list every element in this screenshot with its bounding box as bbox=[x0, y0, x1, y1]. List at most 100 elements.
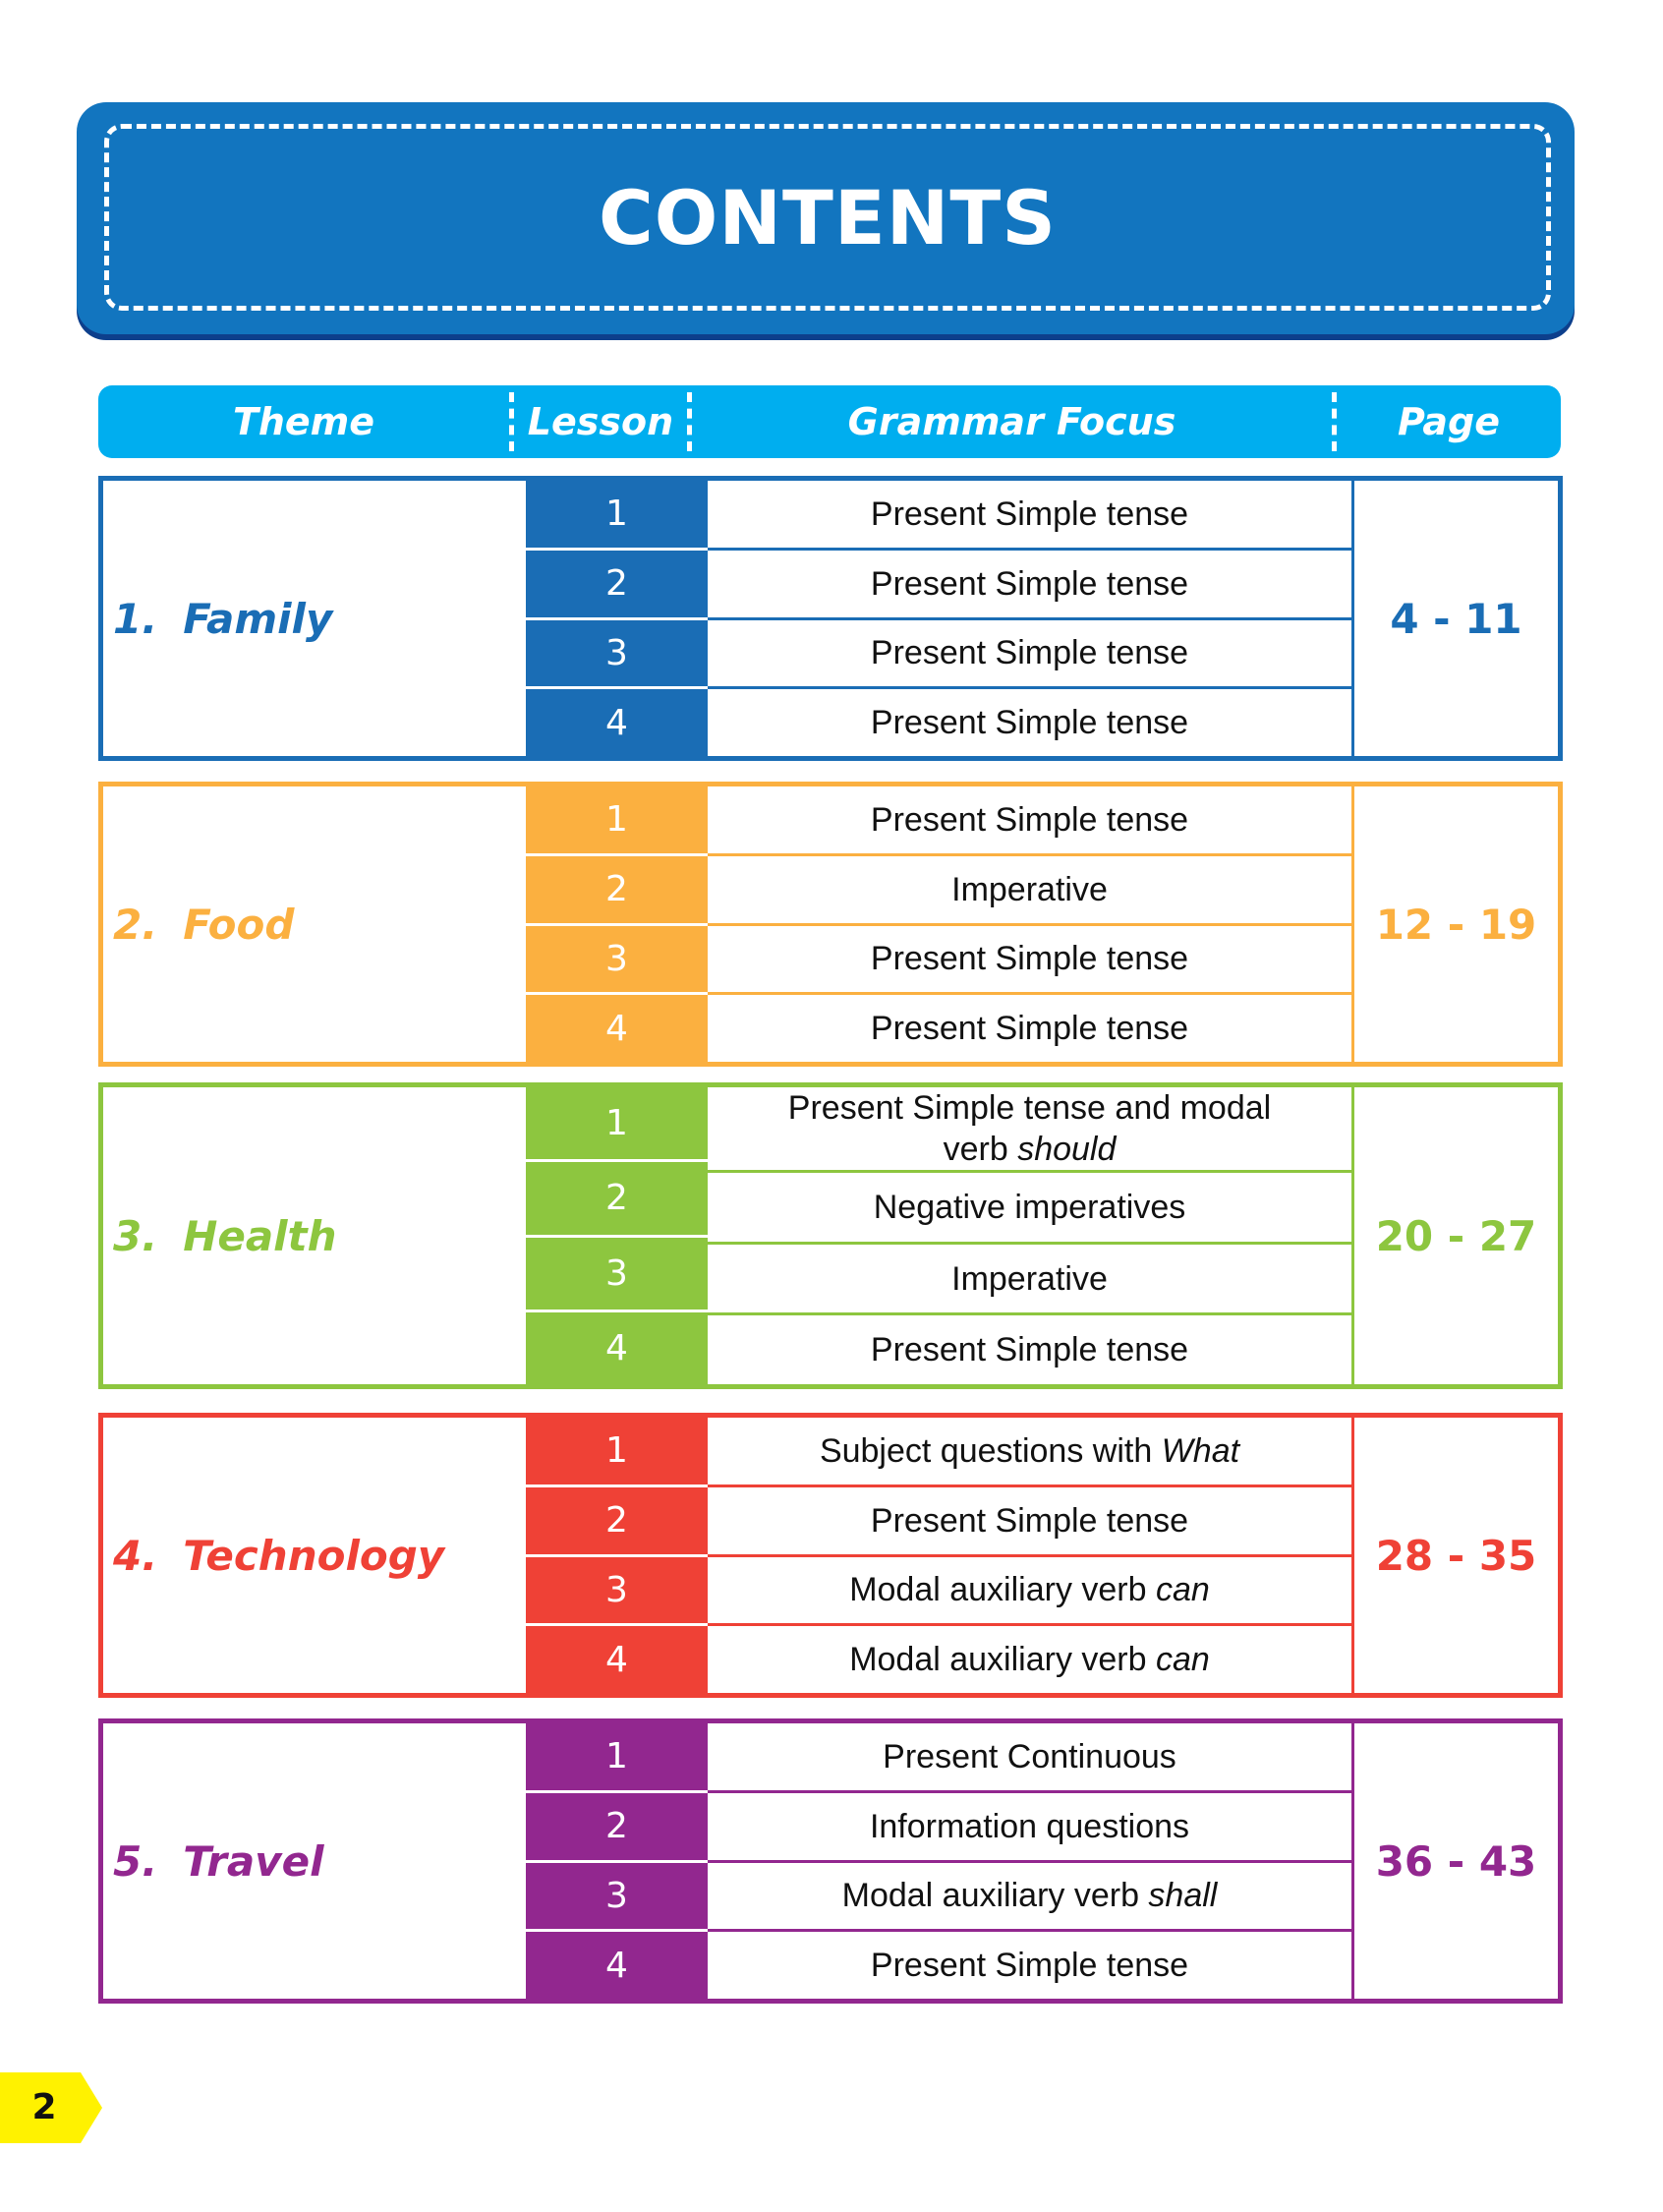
grammar-focus-text: Present Simple tense bbox=[870, 940, 1189, 978]
header-grammar-focus: Grammar Focus bbox=[692, 392, 1337, 451]
lesson-number: 2 bbox=[526, 856, 708, 926]
theme-name: Travel bbox=[183, 1836, 324, 1886]
banner-dashed-frame: CONTENTS bbox=[104, 124, 1551, 311]
grammar-focus-text: Modal auxiliary verb bbox=[841, 1877, 1149, 1915]
header-page: Page bbox=[1397, 400, 1501, 443]
grammar-focus-text: Imperative bbox=[951, 1259, 1108, 1298]
grammar-focus-text: Modal auxiliary verb bbox=[849, 1571, 1156, 1609]
grammar-focus-text: Modal auxiliary verb bbox=[849, 1641, 1156, 1679]
grammar-focus-text: Present Continuous bbox=[883, 1737, 1176, 1775]
grammar-focus-text: Present Simple tense bbox=[870, 800, 1189, 839]
grammar-focus-cell: Present Simple tense and modal verb shoul… bbox=[708, 1087, 1351, 1173]
page-number-tab: 2 bbox=[0, 2072, 102, 2143]
lesson-number: 3 bbox=[526, 1238, 708, 1312]
grammar-focus-cell: Present Continuous bbox=[708, 1723, 1351, 1793]
lesson-number: 2 bbox=[526, 1793, 708, 1863]
lesson-number: 1 bbox=[526, 1418, 708, 1487]
grammar-focus-text: Subject questions with bbox=[819, 1431, 1162, 1470]
page-range: 20 - 27 bbox=[1351, 1087, 1558, 1384]
theme-cell: 4. Technology bbox=[103, 1418, 526, 1693]
grammar-focus-emphasis: should bbox=[1017, 1131, 1117, 1168]
grammar-focus-text: Imperative bbox=[951, 870, 1108, 908]
grammar-focus-text: Present Simple tense bbox=[870, 1947, 1189, 1985]
lesson-number: 2 bbox=[526, 1487, 708, 1557]
grammar-focus-emphasis: What bbox=[1161, 1431, 1240, 1470]
grammar-focus-cell: Subject questions with What bbox=[708, 1418, 1351, 1487]
header-theme: Theme bbox=[232, 400, 375, 443]
page-range: 28 - 35 bbox=[1351, 1418, 1558, 1693]
grammar-focus-cell: Imperative bbox=[708, 856, 1351, 926]
section-health: 3. Health 1 2 3 4 Present Simple tense and mod… bbox=[98, 1082, 1563, 1389]
grammar-focus-column: Subject questions with What Present Simpl… bbox=[708, 1418, 1351, 1693]
grammar-focus-cell: Imperative bbox=[708, 1245, 1351, 1316]
grammar-focus-cell: Modal auxiliary verb shall bbox=[708, 1863, 1351, 1933]
lesson-number: 2 bbox=[526, 551, 708, 620]
grammar-focus-cell: Present Simple tense bbox=[708, 481, 1351, 551]
lesson-number: 4 bbox=[605, 1945, 628, 1986]
lesson-number: 3 bbox=[526, 926, 708, 996]
theme-name: Health bbox=[183, 1211, 337, 1260]
lesson-number: 3 bbox=[526, 1863, 708, 1933]
grammar-focus-text: Negative imperatives bbox=[873, 1188, 1186, 1226]
lesson-number: 1 bbox=[526, 1087, 708, 1163]
theme-cell: 2. Food bbox=[103, 786, 526, 1062]
lesson-number: 1 bbox=[526, 786, 708, 856]
theme-cell: 3. Health bbox=[103, 1087, 526, 1384]
page-range: 12 - 19 bbox=[1351, 786, 1558, 1062]
grammar-focus-text: Present Simple tense bbox=[870, 564, 1189, 603]
grammar-focus-cell: Present Simple tense bbox=[708, 786, 1351, 856]
section-family: 1. Family 1 2 3 4 Present Simple tense Present … bbox=[98, 476, 1563, 761]
grammar-focus-column: Present Simple tense and modal verb shoul… bbox=[708, 1087, 1351, 1384]
lesson-number: 3 bbox=[526, 620, 708, 690]
page-tab-shape bbox=[0, 2072, 102, 2143]
lesson-number: 4 bbox=[605, 1639, 628, 1680]
theme-number: 1. bbox=[113, 594, 158, 643]
grammar-focus-text: Present Simple tense bbox=[870, 1010, 1189, 1048]
lesson-number: 4 bbox=[605, 1327, 628, 1368]
header-lesson: Lesson bbox=[509, 392, 692, 451]
theme-name: Technology bbox=[183, 1531, 445, 1580]
grammar-focus-text: Present Simple tense bbox=[870, 1331, 1189, 1369]
grammar-focus-cell: Modal auxiliary verb can bbox=[708, 1626, 1351, 1693]
grammar-focus-text: Present Simple tense bbox=[870, 634, 1189, 672]
lesson-number: 1 bbox=[526, 481, 708, 551]
grammar-focus-column: Present Simple tense Imperative Present Si… bbox=[708, 786, 1351, 1062]
lesson-number: 3 bbox=[526, 1557, 708, 1627]
page-title: CONTENTS bbox=[599, 173, 1057, 262]
lesson-number: 2 bbox=[526, 1162, 708, 1238]
grammar-focus-emphasis: can bbox=[1155, 1641, 1210, 1679]
page-range: 36 - 43 bbox=[1351, 1723, 1558, 1999]
contents-banner: CONTENTS bbox=[77, 102, 1575, 334]
grammar-focus-column: Present Continuous Information questions M… bbox=[708, 1723, 1351, 1999]
grammar-focus-text: Present Simple tense and modal bbox=[787, 1089, 1272, 1127]
theme-number: 2. bbox=[113, 900, 158, 949]
grammar-focus-cell: Information questions bbox=[708, 1793, 1351, 1863]
grammar-focus-text: Information questions bbox=[869, 1807, 1190, 1845]
grammar-focus-emphasis: can bbox=[1155, 1571, 1210, 1609]
section-travel: 5. Travel 1 2 3 4 Present Continuous Informatio… bbox=[98, 1718, 1563, 2004]
theme-cell: 5. Travel bbox=[103, 1723, 526, 1999]
page-number: 2 bbox=[31, 2087, 57, 2127]
grammar-focus-text: Present Simple tense bbox=[870, 1501, 1189, 1540]
grammar-focus-cell: Modal auxiliary verb can bbox=[708, 1557, 1351, 1627]
lesson-number: 1 bbox=[526, 1723, 708, 1793]
section-food: 2. Food 1 2 3 4 Present Simple tense Imperative… bbox=[98, 782, 1563, 1067]
grammar-focus-cell: Present Simple tense bbox=[708, 1315, 1351, 1384]
grammar-focus-cell: Present Simple tense bbox=[708, 551, 1351, 620]
lesson-number: 4 bbox=[605, 702, 628, 743]
grammar-focus-column: Present Simple tense Present Simple tense… bbox=[708, 481, 1351, 756]
grammar-focus-cell: Present Simple tense bbox=[708, 1487, 1351, 1557]
theme-number: 3. bbox=[113, 1211, 158, 1260]
lesson-number: 4 bbox=[605, 1008, 628, 1049]
grammar-focus-emphasis: shall bbox=[1148, 1877, 1218, 1915]
grammar-focus-cell: Present Simple tense bbox=[708, 620, 1351, 690]
grammar-focus-cell: Present Simple tense bbox=[708, 926, 1351, 996]
grammar-focus-cell: Present Simple tense bbox=[708, 995, 1351, 1062]
page-range: 4 - 11 bbox=[1351, 481, 1558, 756]
grammar-focus-cell: Present Simple tense bbox=[708, 689, 1351, 756]
